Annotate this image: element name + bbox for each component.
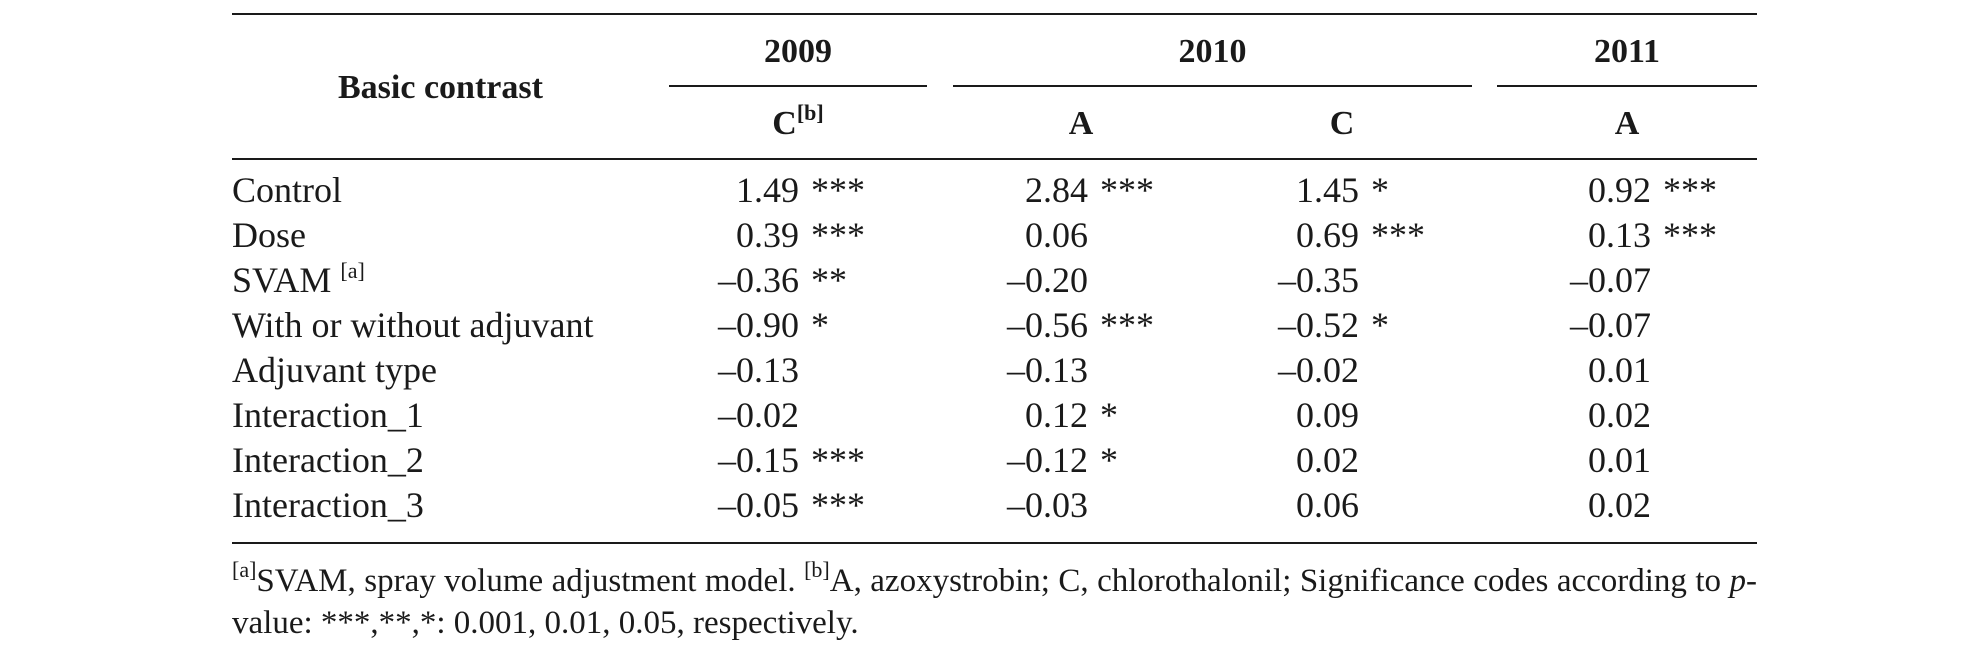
cell-value: –0.90 bbox=[718, 305, 799, 345]
cell-value: 0.02 bbox=[1588, 485, 1651, 525]
significance-code: *** bbox=[811, 440, 865, 480]
cell-value: 0.01 bbox=[1588, 440, 1651, 480]
year-header-2009: 2009 bbox=[764, 33, 832, 70]
cell-value: 0.06 bbox=[1025, 215, 1088, 255]
cell-value: –0.35 bbox=[1278, 260, 1359, 300]
row-label: Interaction_2 bbox=[232, 438, 424, 482]
cell-value: –0.02 bbox=[718, 395, 799, 435]
cell-value: 0.02 bbox=[1296, 440, 1359, 480]
footnote-mark-b: [b] bbox=[796, 100, 824, 125]
cell-value: –0.05 bbox=[718, 485, 799, 525]
row-label-text: With or without adjuvant bbox=[232, 305, 594, 345]
table-footnote: [a]SVAM, spray volume adjustment model. … bbox=[232, 557, 1757, 644]
significance-code: * bbox=[1100, 395, 1118, 435]
row-label-text: Control bbox=[232, 170, 343, 210]
footnote-mark-b: [b] bbox=[804, 557, 830, 582]
cell-value: 0.12 bbox=[1025, 395, 1088, 435]
cell-value: –0.03 bbox=[1007, 485, 1088, 525]
row-label: Interaction_3 bbox=[232, 483, 424, 527]
cell-value: 0.92 bbox=[1588, 170, 1651, 210]
cell-value: 1.49 bbox=[736, 170, 799, 210]
significance-code: *** bbox=[1663, 170, 1717, 210]
fungicide-header-2010-c: C bbox=[1329, 105, 1355, 142]
year-2011-rule bbox=[1497, 85, 1757, 87]
top-rule bbox=[232, 13, 1757, 15]
year-header-2010: 2010 bbox=[1178, 33, 1247, 70]
significance-code: *** bbox=[811, 485, 865, 525]
bottom-rule bbox=[232, 542, 1757, 544]
row-label-text: Adjuvant type bbox=[232, 350, 437, 390]
footnote-end-text: -value: ***,**,*: 0.001, 0.01, 0.05, res… bbox=[232, 563, 1757, 641]
cell-value: –0.13 bbox=[718, 350, 799, 390]
significance-code: *** bbox=[1663, 215, 1717, 255]
fungicide-label: C bbox=[772, 105, 797, 142]
fungicide-header-2011-a: A bbox=[1614, 105, 1640, 142]
cell-value: –0.07 bbox=[1570, 260, 1651, 300]
results-table: Basic contrast 2009 2010 2011 C[b] A C A… bbox=[232, 0, 1757, 665]
cell-value: 0.06 bbox=[1296, 485, 1359, 525]
significance-code: * bbox=[1100, 440, 1118, 480]
cell-value: –0.36 bbox=[718, 260, 799, 300]
row-label: Interaction_1 bbox=[232, 393, 424, 437]
row-label-text: Interaction_2 bbox=[232, 440, 424, 480]
row-label-text: Dose bbox=[232, 215, 306, 255]
cell-value: –0.56 bbox=[1007, 305, 1088, 345]
significance-code: *** bbox=[811, 170, 865, 210]
year-2010-rule bbox=[953, 85, 1472, 87]
year-header-2011: 2011 bbox=[1593, 33, 1661, 70]
cell-value: 2.84 bbox=[1025, 170, 1088, 210]
cell-value: –0.13 bbox=[1007, 350, 1088, 390]
cell-value: 0.69 bbox=[1296, 215, 1359, 255]
cell-value: –0.15 bbox=[718, 440, 799, 480]
significance-code: * bbox=[1371, 170, 1389, 210]
significance-code: *** bbox=[1371, 215, 1425, 255]
cell-value: 1.45 bbox=[1296, 170, 1359, 210]
cell-value: 0.01 bbox=[1588, 350, 1651, 390]
significance-code: *** bbox=[1100, 305, 1154, 345]
row-label: Adjuvant type bbox=[232, 348, 437, 392]
row-label: Control bbox=[232, 168, 342, 212]
row-label-header: Basic contrast bbox=[338, 69, 543, 106]
row-label-text: Interaction_3 bbox=[232, 485, 424, 525]
header-rule bbox=[232, 158, 1757, 160]
footnote-mark-a: [a] bbox=[232, 557, 257, 582]
cell-value: –0.07 bbox=[1570, 305, 1651, 345]
row-label-text: Interaction_1 bbox=[232, 395, 424, 435]
footnote-b-text: A, azoxystrobin; C, chlorothalonil; Sign… bbox=[829, 563, 1730, 599]
significance-code: * bbox=[811, 305, 829, 345]
p-italic: p bbox=[1729, 563, 1747, 599]
cell-value: 0.02 bbox=[1588, 395, 1651, 435]
cell-value: 0.39 bbox=[736, 215, 799, 255]
significance-code: ** bbox=[811, 260, 847, 300]
cell-value: 0.13 bbox=[1588, 215, 1651, 255]
row-label: SVAM [a] bbox=[232, 258, 365, 302]
significance-code: *** bbox=[1100, 170, 1154, 210]
cell-value: –0.20 bbox=[1007, 260, 1088, 300]
cell-value: 0.09 bbox=[1296, 395, 1359, 435]
cell-value: –0.02 bbox=[1278, 350, 1359, 390]
row-label: With or without adjuvant bbox=[232, 303, 594, 347]
footnote-mark-a: [a] bbox=[340, 258, 365, 283]
fungicide-header-2009-c: C[b] bbox=[669, 102, 927, 144]
year-2009-rule bbox=[669, 85, 927, 87]
row-label-text: SVAM bbox=[232, 260, 332, 300]
cell-value: –0.52 bbox=[1278, 305, 1359, 345]
significance-code: * bbox=[1371, 305, 1389, 345]
cell-value: –0.12 bbox=[1007, 440, 1088, 480]
footnote-a-text: SVAM, spray volume adjustment model. bbox=[256, 563, 805, 599]
significance-code: *** bbox=[811, 215, 865, 255]
fungicide-header-2010-a: A bbox=[1068, 105, 1094, 142]
row-label: Dose bbox=[232, 213, 306, 257]
